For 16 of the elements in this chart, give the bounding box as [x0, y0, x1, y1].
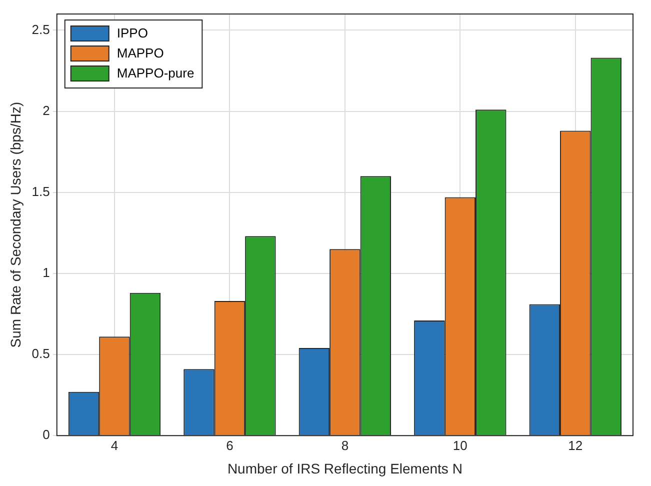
- y-tick-label: 2.5: [32, 22, 50, 37]
- x-tick-label: 12: [568, 438, 583, 453]
- x-axis-title: Number of IRS Reflecting Elements N: [227, 460, 462, 476]
- y-tick-label: 0: [42, 427, 50, 442]
- legend-label: MAPPO: [116, 46, 164, 61]
- x-tick-label: 4: [110, 438, 118, 453]
- x-tick-label: 8: [341, 438, 349, 453]
- y-tick-label: 0.5: [32, 346, 50, 362]
- legend-label: MAPPO-pure: [116, 66, 194, 81]
- y-tick-label: 1.5: [32, 184, 50, 199]
- x-tick-label: 10: [452, 438, 468, 453]
- y-axis-title: Sum Rate of Secondary Users (bps/Hz): [7, 102, 24, 348]
- legend-label: IPPO: [116, 26, 148, 41]
- x-tick-label: 6: [226, 438, 234, 453]
- y-tick-label: 2: [42, 102, 50, 118]
- y-tick-label: 1: [42, 265, 50, 280]
